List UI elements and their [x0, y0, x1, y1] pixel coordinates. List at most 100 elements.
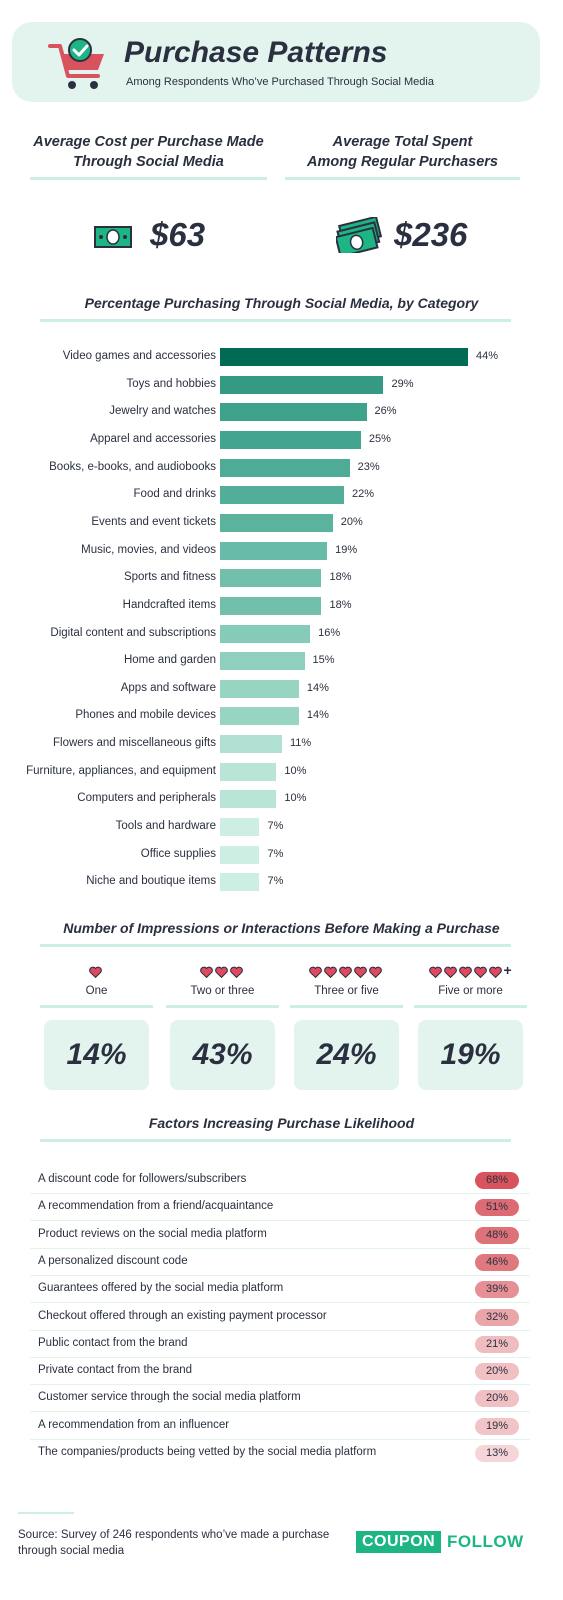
divider	[40, 1005, 153, 1008]
brand-logo-follow: FOLLOW	[447, 1532, 524, 1551]
chart-title: Percentage Purchasing Through Social Med…	[84, 295, 479, 311]
factor-label: Product reviews on the social media plat…	[38, 1227, 267, 1240]
heart-icon	[488, 966, 502, 978]
money-stack-icon	[336, 217, 383, 253]
stat-avg-cost-label-line1: Average Cost per Purchase Made	[33, 134, 264, 150]
category-label: Books, e-books, and audiobooks	[49, 460, 216, 473]
category-label: Tools and hardware	[115, 820, 216, 833]
category-label: Furniture, appliances, and equipment	[26, 764, 216, 777]
source-line1: Source: Survey of 246 respondents who’ve…	[18, 1529, 330, 1541]
bar-value-label: 7%	[267, 875, 284, 888]
bar-value-label: 15%	[312, 654, 335, 667]
category-label: Events and event tickets	[91, 515, 216, 528]
row-separator	[30, 1274, 530, 1276]
bar-value-label: 10%	[284, 764, 307, 777]
factor-label: Customer service through the social medi…	[38, 1391, 301, 1404]
factor-value-pill: 20%	[475, 1363, 519, 1381]
impressions-title: Number of Impressions or Interactions Be…	[63, 920, 500, 936]
bar-value-label: 25%	[368, 432, 391, 445]
bar-value-label: 14%	[306, 681, 329, 694]
source-line2: through social media	[18, 1545, 125, 1557]
heart-icon	[339, 966, 352, 978]
factor-label: A discount code for followers/subscriber…	[38, 1173, 247, 1185]
divider	[40, 944, 511, 947]
factor-value-pill: 51%	[475, 1199, 519, 1217]
row-separator	[30, 1247, 530, 1249]
divider	[30, 177, 267, 180]
row-separator	[30, 1302, 530, 1304]
category-label: Apparel and accessories	[90, 432, 216, 445]
bar-value-label: 20%	[340, 515, 363, 528]
source-note: Source: Survey of 246 respondents who’ve…	[18, 1527, 329, 1559]
heart-icon	[369, 966, 382, 978]
row-separator	[30, 1411, 530, 1413]
category-bar	[220, 403, 367, 422]
category-bar	[220, 735, 282, 754]
category-bar	[220, 569, 322, 588]
category-bar	[220, 679, 299, 698]
bar-value-label: 14%	[306, 709, 329, 722]
factor-label: A personalized discount code	[38, 1254, 188, 1267]
category-label: Home and garden	[123, 654, 216, 667]
category-label: Flowers and miscellaneous gifts	[53, 737, 216, 750]
divider	[18, 1512, 74, 1514]
factor-value-pill: 20%	[475, 1390, 519, 1408]
bar-value-label: 18%	[329, 571, 352, 584]
divider	[285, 177, 520, 180]
divider	[414, 1005, 527, 1008]
category-bar	[220, 790, 277, 809]
category-bar	[220, 596, 322, 615]
plus-sign: +	[503, 962, 512, 978]
shopping-cart-icon	[48, 38, 104, 89]
heart-icon	[215, 966, 228, 978]
stat-total-spent-label: Average Total Spent Among Regular Purcha…	[285, 132, 520, 172]
impression-value: 24%	[294, 1020, 399, 1090]
category-label: Phones and mobile devices	[75, 709, 216, 722]
category-bar-chart: Video games and accessories 44% Toys and h…	[0, 340, 563, 900]
factor-value-pill: 13%	[475, 1445, 519, 1462]
factor-value-pill: 39%	[475, 1281, 519, 1299]
category-bar	[220, 430, 361, 449]
bar-value-label: 10%	[284, 792, 307, 805]
category-bar	[220, 652, 305, 671]
impression-value: 43%	[170, 1020, 275, 1090]
impression-label: Two or three	[190, 985, 255, 997]
category-label: Handcrafted items	[122, 598, 216, 611]
dollar-bill-icon	[94, 226, 132, 248]
factor-label: Guarantees offered by the social media p…	[38, 1282, 284, 1295]
factor-label: A recommendation from a friend/acquainta…	[38, 1200, 274, 1213]
heart-icon	[428, 966, 442, 978]
row-separator	[30, 1329, 530, 1331]
category-bar	[220, 458, 350, 477]
impression-value: 19%	[418, 1020, 523, 1090]
category-bar	[220, 624, 311, 643]
category-label: Toys and hobbies	[126, 377, 216, 390]
bar-value-label: 7%	[267, 820, 284, 833]
factor-label: A recommendation from an influencer	[38, 1418, 230, 1431]
heart-icon	[200, 966, 213, 978]
heart-icon	[230, 966, 243, 978]
factors-title: Factors Increasing Purchase Likelihood	[148, 1115, 415, 1131]
brand-logo-coupon: COUPON	[356, 1531, 442, 1553]
row-separator	[30, 1220, 530, 1222]
factor-value-pill: 19%	[475, 1417, 519, 1435]
stat-total-spent-label-line2: Among Regular Purchasers	[307, 154, 498, 170]
category-label: Digital content and subscriptions	[50, 626, 216, 639]
category-label: Jewelry and watches	[109, 405, 216, 418]
factor-label: The companies/products being vetted by t…	[38, 1446, 377, 1458]
bar-value-label: 44%	[476, 350, 499, 362]
factor-value-pill: 46%	[475, 1253, 519, 1271]
impression-value: 14%	[44, 1020, 149, 1090]
row-separator	[30, 1384, 530, 1386]
category-bar	[220, 707, 299, 726]
bar-value-label: 26%	[374, 405, 397, 418]
factor-label: Checkout offered through an existing pay…	[38, 1309, 327, 1322]
category-label: Sports and fitness	[123, 571, 216, 584]
page-subtitle: Among Respondents Who’ve Purchased Throu…	[126, 76, 434, 88]
bar-value-label: 29%	[391, 377, 414, 390]
heart-icon	[458, 966, 472, 978]
factors-list: A discount code for followers/subscriber…	[0, 1160, 563, 1480]
factor-value-pill: 68%	[475, 1172, 519, 1189]
divider	[290, 1005, 403, 1008]
heart-icon	[473, 966, 487, 978]
